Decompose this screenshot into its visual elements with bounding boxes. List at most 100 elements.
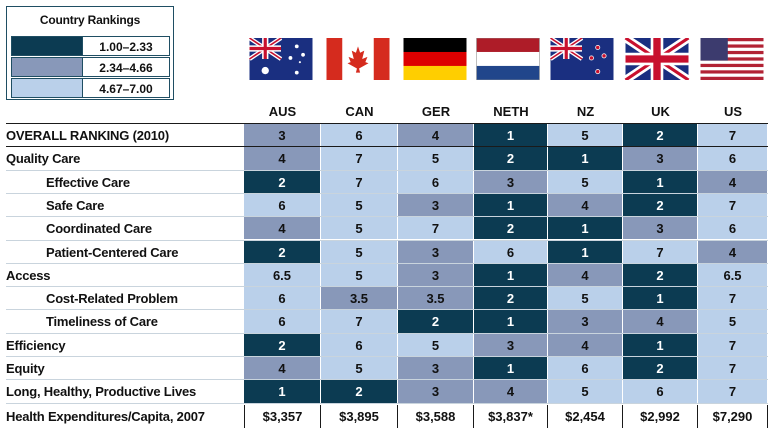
row-separator: [6, 402, 768, 404]
rank-cell-us: 7: [698, 357, 768, 381]
column-header-nz: NZ: [576, 104, 595, 119]
legend: Country Rankings 1.00–2.33 2.34–4.66 4.6…: [6, 6, 174, 100]
row-label: Cost-Related Problem: [46, 291, 178, 307]
row-separator: [6, 356, 768, 357]
rank-cell-aus: 2: [244, 240, 321, 264]
rank-cell-nz: 4: [548, 263, 623, 288]
legend-label-dark: 1.00–2.33: [83, 36, 170, 56]
rank-cell-aus: 1: [244, 380, 321, 404]
column-header-uk: UK: [651, 104, 670, 119]
rank-cell-us: 7: [698, 193, 768, 218]
expenditure-cell-can: $3,895: [321, 404, 398, 428]
uk-flag: [624, 38, 690, 80]
rank-cell-nz: 5: [548, 170, 623, 194]
rank-cell-neth: 6: [474, 240, 548, 264]
rank-cell-us: 7: [698, 124, 768, 148]
rank-cell-uk: 1: [623, 287, 698, 311]
column-header-can: CAN: [345, 104, 374, 119]
rank-cell-can: 6: [321, 333, 398, 357]
rank-cell-neth: 2: [474, 147, 548, 171]
rank-cell-ger: 3.5: [398, 287, 474, 311]
legend-label-mid: 2.34–4.66: [83, 57, 170, 77]
rank-cell-uk: 3: [623, 147, 698, 171]
rank-cell-uk: 1: [623, 333, 698, 357]
rank-cell-aus: 6: [244, 287, 321, 311]
rank-cell-can: 6: [321, 124, 398, 148]
expenditure-cell-neth: $3,837*: [474, 404, 548, 428]
rank-cell-neth: 1: [474, 124, 548, 148]
rank-cell-ger: 5: [398, 147, 474, 171]
canada-flag: [326, 38, 390, 80]
rank-cell-can: 7: [321, 147, 398, 171]
legend-swatch-light: [11, 78, 83, 98]
expenditure-label: Health Expenditures/Capita, 2007: [6, 408, 205, 424]
new-zealand-flag: [549, 38, 614, 80]
rank-cell-uk: 4: [623, 310, 698, 334]
rank-cell-uk: 2: [623, 193, 698, 218]
column-header-aus: AUS: [268, 104, 297, 119]
expenditure-cell-uk: $2,992: [623, 404, 698, 428]
rank-cell-uk: 2: [623, 357, 698, 381]
rank-cell-us: 4: [698, 240, 768, 264]
rank-cell-ger: 6: [398, 170, 474, 194]
row-separator: [6, 146, 768, 148]
row-label: Timeliness of Care: [46, 314, 158, 330]
rank-cell-aus: 2: [244, 333, 321, 357]
rank-cell-us: 7: [698, 333, 768, 357]
row-separator: [6, 286, 768, 288]
rank-cell-uk: 2: [623, 263, 698, 288]
rank-cell-aus: 4: [244, 217, 321, 241]
expenditure-cell-ger: $3,588: [398, 404, 474, 428]
rank-cell-neth: 1: [474, 357, 548, 381]
rank-cell-aus: 6: [244, 310, 321, 334]
legend-item-mid: 2.34–4.66: [11, 57, 170, 77]
rank-cell-aus: 4: [244, 357, 321, 381]
row-label: Coordinated Care: [46, 221, 152, 237]
rank-cell-neth: 3: [474, 170, 548, 194]
rank-cell-uk: 3: [623, 217, 698, 241]
rank-cell-us: 6: [698, 217, 768, 241]
legend-swatch-dark: [11, 36, 83, 56]
legend-label-light: 4.67–7.00: [83, 78, 170, 98]
row-label: Safe Care: [46, 197, 105, 213]
rank-cell-nz: 6: [548, 357, 623, 381]
row-separator: [6, 379, 768, 381]
rank-cell-nz: 1: [548, 240, 623, 264]
rank-cell-us: 7: [698, 380, 768, 404]
legend-item-light: 4.67–7.00: [11, 78, 170, 98]
rank-cell-neth: 2: [474, 217, 548, 241]
rank-cell-can: 5: [321, 263, 398, 288]
rank-cell-neth: 4: [474, 380, 548, 404]
row-separator: [6, 262, 768, 264]
rank-cell-ger: 7: [398, 217, 474, 241]
rank-cell-can: 7: [321, 310, 398, 334]
rank-cell-ger: 4: [398, 124, 474, 148]
rank-cell-neth: 3: [474, 333, 548, 357]
australia-flag: [248, 38, 313, 80]
row-label: Patient-Centered Care: [46, 244, 179, 260]
row-label: OVERALL RANKING (2010): [6, 128, 169, 143]
rank-cell-us: 4: [698, 170, 768, 194]
rank-cell-ger: 3: [398, 263, 474, 288]
rank-cell-uk: 6: [623, 380, 698, 404]
rank-cell-nz: 5: [548, 287, 623, 311]
row-separator: [6, 239, 768, 241]
rank-cell-nz: 4: [548, 193, 623, 218]
rank-cell-nz: 5: [548, 124, 623, 148]
row-separator: [6, 192, 768, 194]
rank-cell-uk: 7: [623, 240, 698, 264]
expenditure-cell-nz: $2,454: [548, 404, 623, 428]
rank-cell-us: 6: [698, 147, 768, 171]
netherlands-flag: [476, 38, 540, 80]
rank-cell-ger: 3: [398, 240, 474, 264]
rank-cell-can: 5: [321, 240, 398, 264]
rank-cell-neth: 2: [474, 287, 548, 311]
rank-cell-aus: 3: [244, 124, 321, 148]
row-label: Long, Healthy, Productive Lives: [6, 384, 197, 400]
germany-flag: [403, 38, 467, 80]
rank-cell-uk: 1: [623, 170, 698, 194]
rank-cell-can: 3.5: [321, 287, 398, 311]
row-label: Quality Care: [6, 151, 81, 167]
column-header-us: US: [723, 104, 743, 119]
rank-cell-nz: 1: [548, 147, 623, 171]
